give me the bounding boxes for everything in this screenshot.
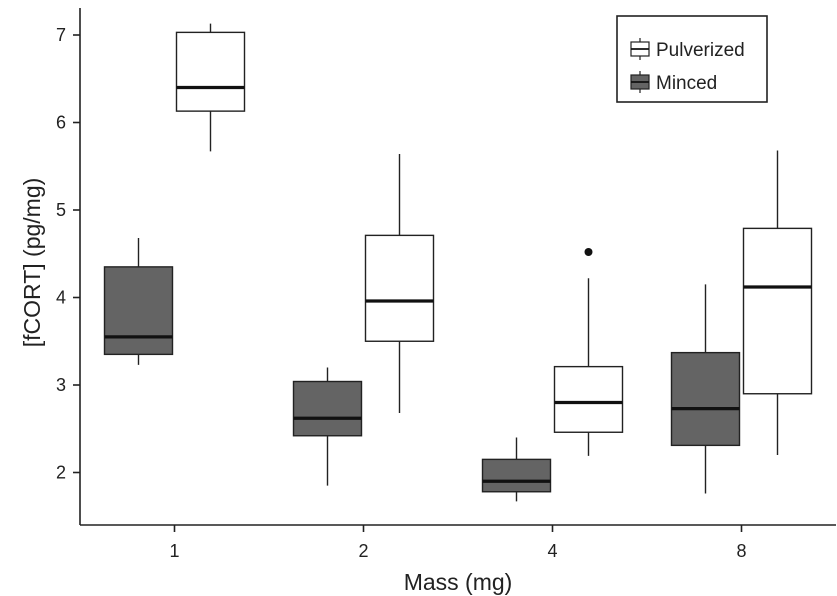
iqr-box (742, 227, 813, 395)
y-axis-title: [fCORT] (pg/mg) (19, 178, 45, 348)
box-pulverized-4 (553, 248, 624, 456)
legend-label: Minced (656, 73, 717, 94)
iqr-box (175, 31, 246, 112)
legend-label: Pulverized (656, 40, 745, 61)
box-minced-1 (103, 238, 174, 365)
x-tick-label: 2 (358, 541, 368, 561)
box-plot-marks (103, 23, 813, 502)
y-tick-label: 5 (56, 200, 66, 220)
y-tick-label: 7 (56, 25, 66, 45)
legend: Pulverized Minced (616, 15, 768, 103)
y-axis-ticks: 2 3 4 5 6 7 (56, 25, 80, 483)
y-tick-label: 2 (56, 463, 66, 483)
iqr-box (364, 234, 435, 342)
y-tick-label: 6 (56, 113, 66, 133)
iqr-box (553, 365, 624, 433)
iqr-box (292, 380, 363, 437)
iqr-box (670, 351, 741, 447)
x-tick-label: 1 (169, 541, 179, 561)
x-tick-label: 4 (547, 541, 557, 561)
x-axis-title: Mass (mg) (404, 569, 513, 595)
x-tick-label: 8 (736, 541, 746, 561)
box-minced-4 (481, 437, 552, 502)
y-tick-label: 3 (56, 375, 66, 395)
legend-item-minced: Minced (630, 71, 717, 94)
box-pulverized-2 (364, 154, 435, 413)
box-pulverized-8 (742, 150, 813, 455)
iqr-box (103, 266, 174, 356)
legend-item-pulverized: Pulverized (630, 38, 745, 61)
outlier-point (584, 248, 593, 256)
box-pulverized-1 (175, 23, 246, 152)
box-minced-2 (292, 367, 363, 486)
iqr-box (481, 458, 552, 493)
box-minced-8 (670, 284, 741, 494)
x-axis-ticks: 1 2 4 8 (169, 525, 747, 561)
y-tick-label: 4 (56, 288, 66, 308)
